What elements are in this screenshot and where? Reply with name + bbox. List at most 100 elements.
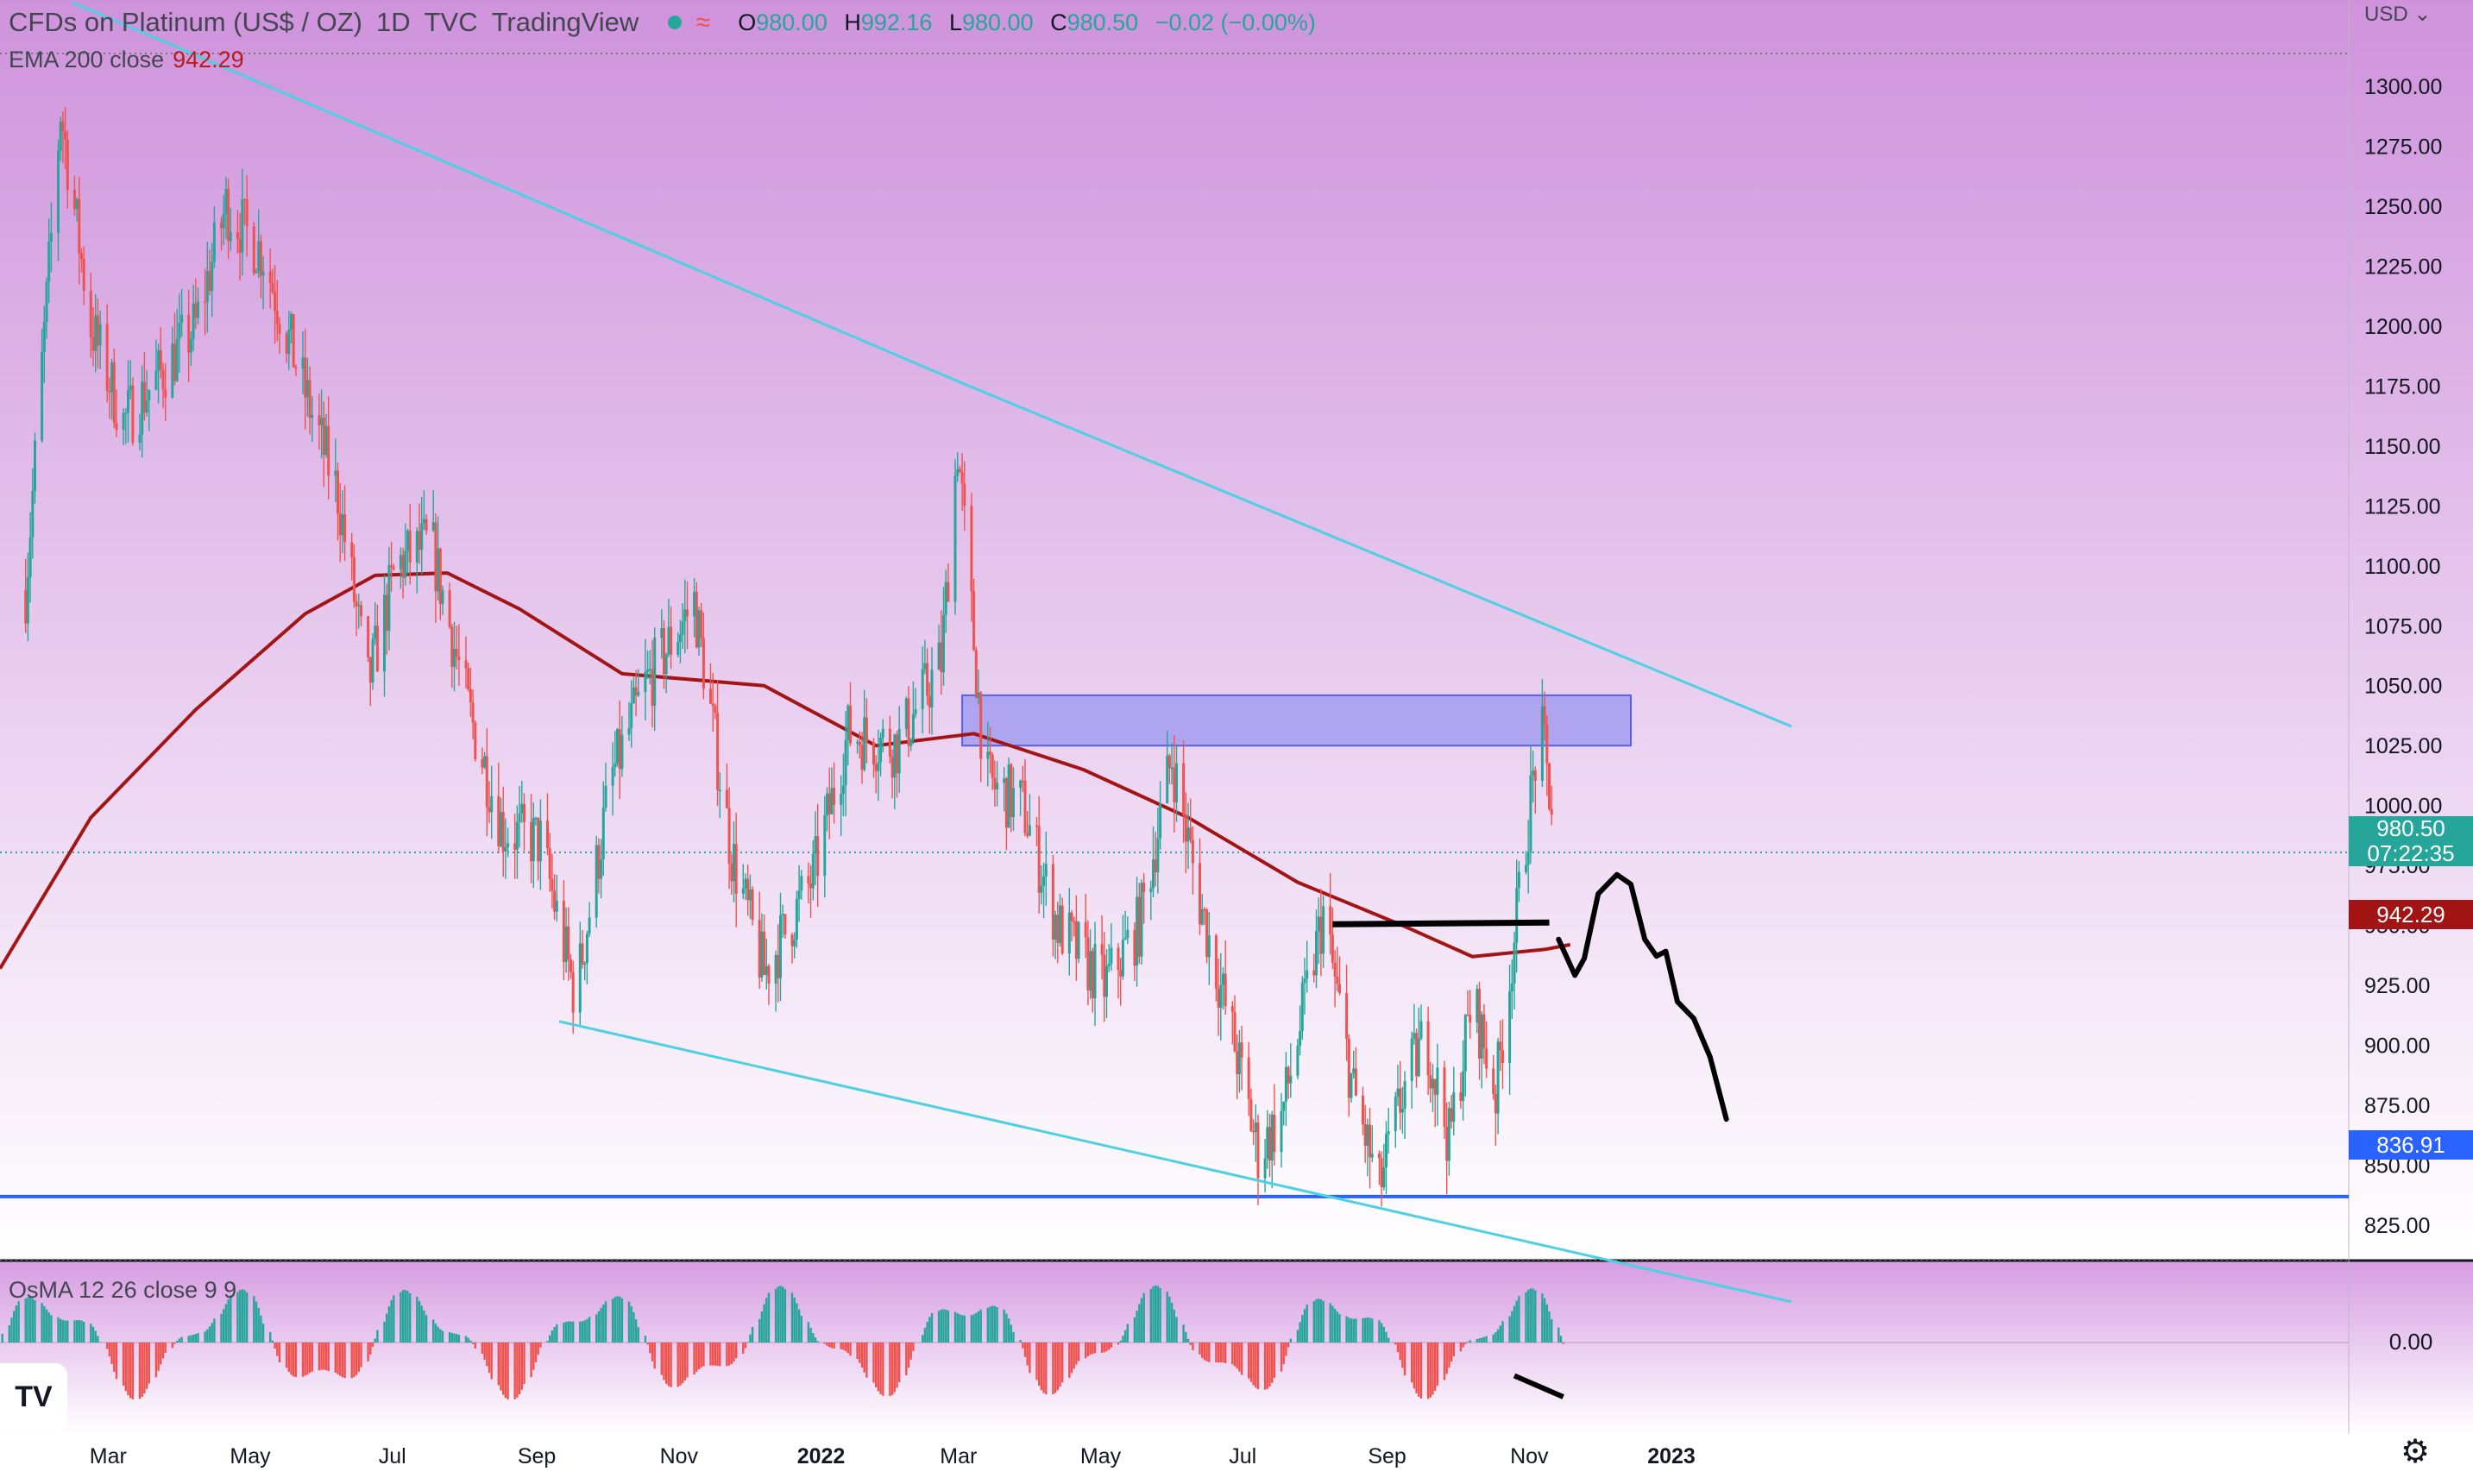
candle-body	[783, 914, 787, 935]
osma-bar	[404, 1290, 406, 1343]
candle-body	[148, 389, 151, 401]
osma-bar	[290, 1343, 293, 1375]
candle-body	[420, 523, 424, 550]
candle-body	[1387, 1131, 1390, 1135]
candle-body	[301, 357, 305, 369]
osma-bar	[178, 1338, 181, 1343]
candle-body	[1289, 1075, 1293, 1084]
osma-bar	[611, 1298, 614, 1343]
osma-bar	[1103, 1343, 1105, 1353]
candle-body	[252, 226, 255, 274]
osma-bar	[993, 1305, 997, 1343]
price-tick-label: 1300.00	[2364, 75, 2442, 99]
user-drawings[interactable]	[1332, 871, 1729, 1122]
ema-indicator-legend[interactable]: EMA 200 close 942.29	[9, 47, 244, 73]
gear-icon[interactable]: ⚙	[2400, 1434, 2431, 1470]
wave-icon[interactable]: ≈	[695, 7, 711, 37]
candle-body	[1299, 1031, 1302, 1047]
candle-body	[1040, 885, 1043, 893]
interval-label[interactable]: 1D	[375, 7, 411, 37]
osma-bar	[709, 1343, 712, 1366]
osma-bar	[569, 1321, 572, 1343]
osma-bar	[1385, 1331, 1388, 1343]
candle-body	[142, 381, 146, 413]
osma-bar	[1462, 1343, 1464, 1348]
candle-body	[714, 706, 717, 714]
osma-bar	[859, 1343, 861, 1363]
osma-bar	[387, 1306, 391, 1343]
time-scale[interactable]: Mar May Jul Sep Nov 2022 Mar May Jul Sep Nov 2023	[90, 1444, 1696, 1468]
candle-body	[991, 754, 994, 778]
candle-body	[208, 271, 211, 292]
price-tick-label: 1275.00	[2364, 135, 2442, 159]
osma-bar	[80, 1320, 83, 1343]
resistance-zone-rectangle[interactable]	[961, 694, 1632, 747]
candle-body	[578, 943, 582, 1013]
osma-bar	[383, 1321, 386, 1343]
osma-bar	[1364, 1317, 1367, 1343]
candle-body	[1100, 944, 1104, 955]
candle-body	[1282, 1101, 1286, 1111]
candle-body	[404, 550, 407, 578]
candle-body	[1067, 912, 1071, 954]
currency-dropdown[interactable]: USD ⌄	[2364, 2, 2431, 27]
osma-bar	[530, 1343, 532, 1378]
osma-bar	[1175, 1317, 1178, 1343]
candle-body	[1331, 934, 1334, 963]
candle-body	[760, 931, 764, 978]
candle-body	[157, 349, 160, 371]
candle-body	[653, 638, 657, 706]
market-status-dot-icon[interactable]	[668, 16, 683, 29]
candle-body	[1273, 1114, 1276, 1153]
candle-body	[1173, 767, 1176, 802]
osma-bar	[774, 1288, 777, 1343]
candle-body	[1459, 1092, 1463, 1101]
candle-body	[1413, 1033, 1416, 1039]
candle-body	[1167, 755, 1171, 769]
osma-bar	[1429, 1343, 1432, 1398]
osma-bar	[937, 1311, 941, 1343]
candle-body	[1263, 1158, 1267, 1179]
osma-bar	[1382, 1326, 1385, 1343]
osma-bar	[223, 1309, 225, 1343]
candle-body	[66, 139, 69, 190]
osma-bar	[833, 1343, 835, 1349]
candle-body	[1004, 778, 1008, 828]
price-tick-label: 1100.00	[2364, 555, 2441, 579]
candle-body	[327, 425, 330, 476]
osma-bar	[94, 1330, 97, 1343]
osma-bar	[1545, 1304, 1548, 1343]
platform-label: TradingView	[491, 7, 639, 37]
osma-bar	[253, 1296, 255, 1343]
osma-indicator-legend[interactable]: OsMA 12 26 close 9 9	[9, 1277, 236, 1304]
time-tick-label: May	[230, 1444, 271, 1468]
osma-bar	[1481, 1337, 1483, 1343]
candle-body	[793, 940, 796, 946]
osma-bar	[34, 1300, 36, 1343]
candle-body	[1107, 964, 1111, 966]
osma-bar	[1318, 1298, 1320, 1343]
osma-bar	[448, 1332, 451, 1343]
candle-body	[1306, 970, 1309, 979]
osma-bar	[1186, 1338, 1190, 1343]
osma-bar	[1236, 1343, 1238, 1369]
candle-body	[1362, 1095, 1364, 1125]
time-tick-label: 2022	[797, 1444, 846, 1468]
osma-bar	[1059, 1343, 1061, 1387]
osma-bar	[1492, 1334, 1494, 1343]
tradingview-logo-icon[interactable]: TV	[0, 1363, 67, 1431]
candle-body	[245, 199, 249, 227]
candle-body	[807, 876, 810, 884]
candle-body	[1060, 905, 1064, 954]
candle-body	[909, 739, 913, 746]
osma-bar	[1255, 1343, 1257, 1388]
osma-bar	[339, 1343, 342, 1376]
candle-body	[82, 258, 85, 292]
trendlines[interactable]	[72, 1, 1792, 1304]
osma-bar	[1054, 1343, 1057, 1393]
osma-bar	[595, 1314, 598, 1343]
candlestick-series	[24, 107, 1553, 1207]
candle-body	[583, 963, 587, 965]
symbol-title[interactable]: CFDs on Platinum (US$ / OZ)	[9, 7, 362, 37]
